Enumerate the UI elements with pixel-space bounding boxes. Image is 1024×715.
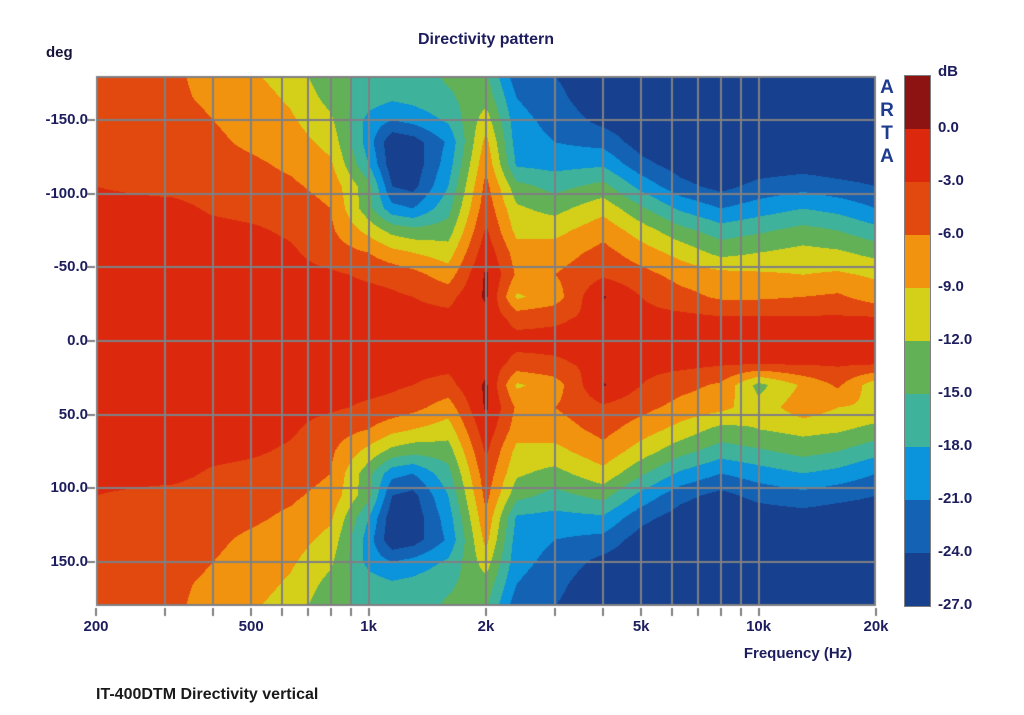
- y-tick-label: 50.0: [58, 405, 88, 423]
- y-tick-label: 0.0: [67, 332, 88, 349]
- colorbar-tick-label: -21.0: [938, 490, 973, 507]
- colorbar-segment: [905, 288, 930, 341]
- y-tick-label: -150.0: [45, 111, 88, 129]
- colorbar-segment: [905, 500, 930, 553]
- colorbar-segment: [905, 553, 930, 606]
- x-tick-label: 20k: [863, 618, 889, 635]
- x-tick-label: 1k: [360, 618, 377, 635]
- y-tick-label: -50.0: [53, 258, 88, 276]
- colorbar-tick-label: -6.0: [938, 225, 964, 242]
- measurement-caption: IT-400DTM Directivity vertical: [96, 686, 319, 703]
- x-tick-label: 500: [238, 618, 264, 635]
- colorbar-segment: [905, 394, 930, 447]
- x-tick-label: 2k: [477, 618, 495, 635]
- colorbar-tick-label: -24.0: [938, 543, 973, 560]
- colorbar-tick-label: -27.0: [938, 596, 973, 613]
- arta-letter: R: [880, 100, 894, 121]
- x-axis-title: Frequency (Hz): [743, 645, 853, 662]
- colorbar-segment: [905, 182, 930, 235]
- colorbar-tick-label: -18.0: [938, 437, 973, 454]
- y-tick-label: 150.0: [50, 552, 88, 570]
- x-tick-label: 200: [83, 618, 109, 635]
- colorbar-segment: [905, 341, 930, 394]
- colorbar-tick-label: -9.0: [938, 278, 964, 295]
- colorbar-tick-label: 0.0: [938, 119, 959, 136]
- arta-letter: A: [880, 146, 894, 167]
- colorbar-segment: [905, 129, 930, 182]
- x-tick-label: 5k: [632, 618, 650, 635]
- colorbar-segment: [905, 235, 930, 288]
- colorbar-unit-label: dB: [938, 63, 958, 80]
- arta-letter: T: [881, 123, 893, 144]
- colorbar-tick-label: -3.0: [938, 172, 964, 189]
- x-tick-label: 10k: [746, 618, 772, 635]
- chart-title: Directivity pattern: [417, 31, 555, 48]
- y-tick-label: 100.0: [50, 479, 88, 497]
- y-axis-unit-label: deg: [46, 44, 73, 61]
- colorbar: [904, 75, 931, 607]
- colorbar-tick-label: -12.0: [938, 331, 973, 348]
- y-tick-label: -100.0: [45, 184, 88, 202]
- colorbar-segment: [905, 76, 930, 129]
- arta-letter: A: [880, 77, 894, 98]
- colorbar-segment: [905, 447, 930, 500]
- colorbar-tick-label: -15.0: [938, 384, 973, 401]
